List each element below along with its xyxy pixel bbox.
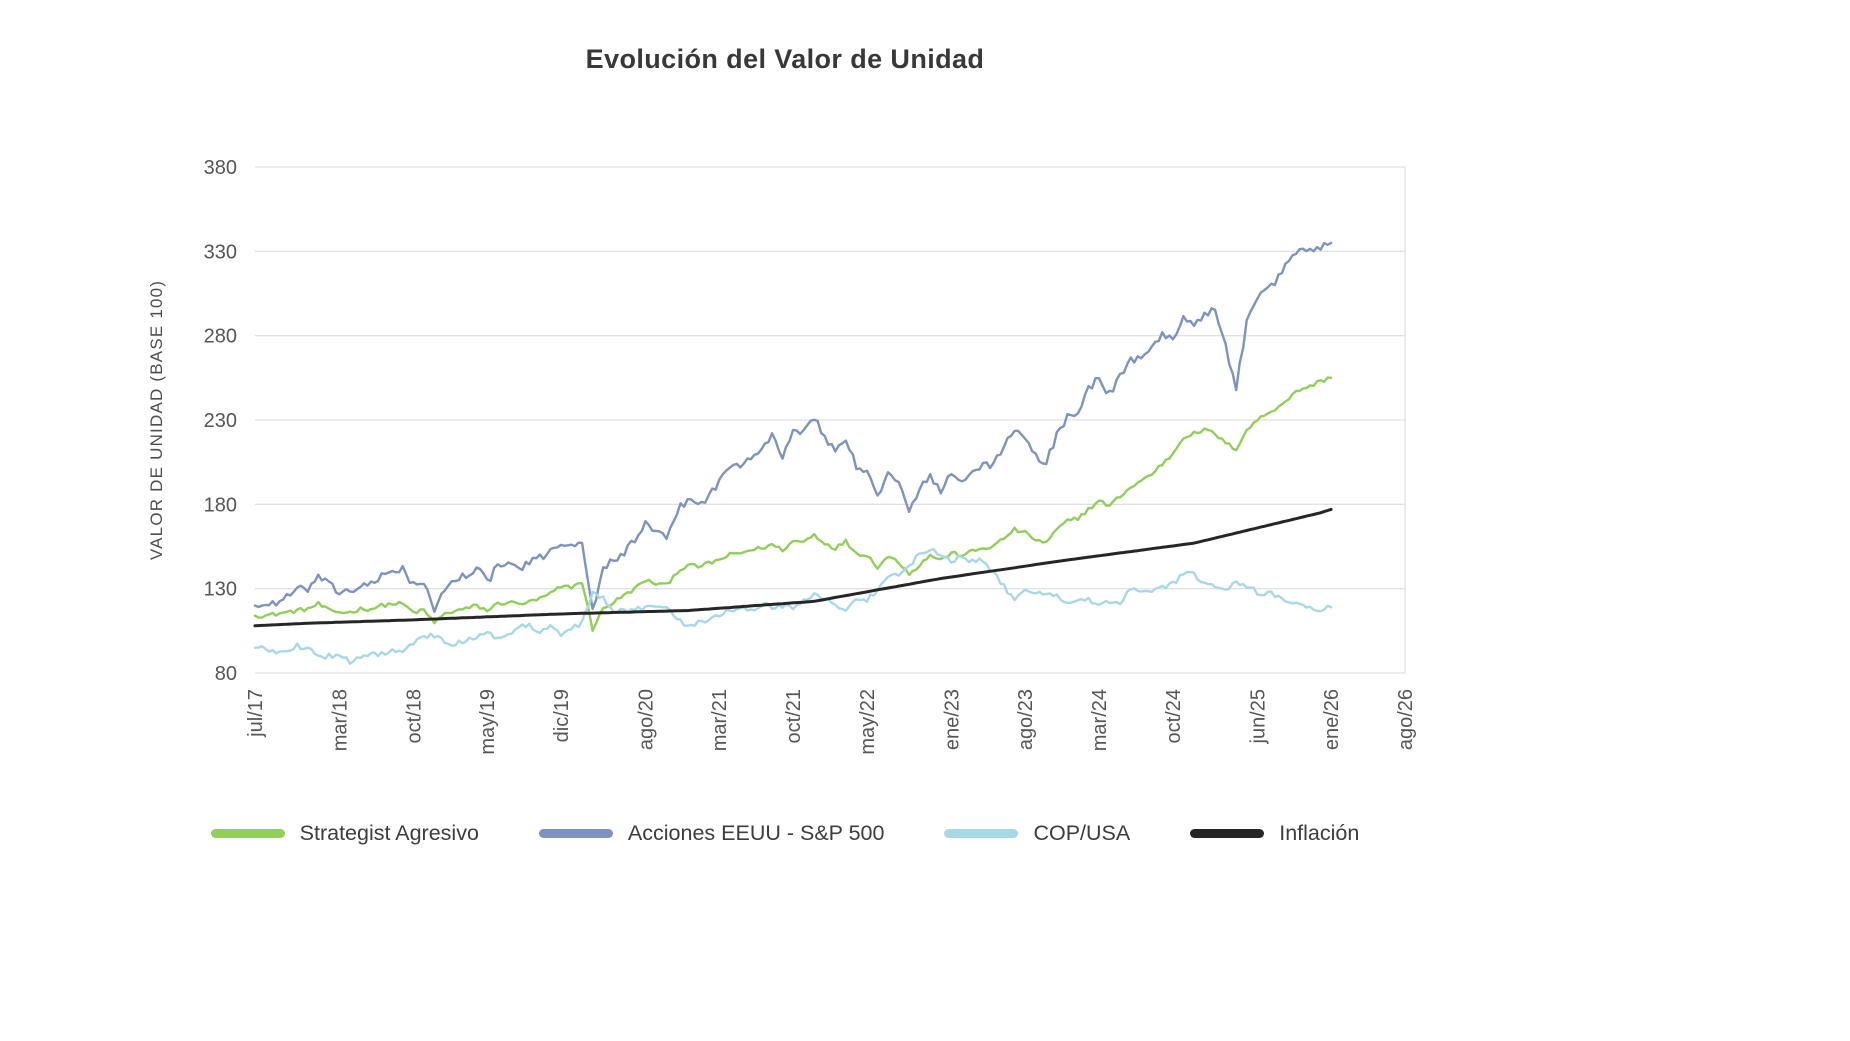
y-tick-label: 180 — [204, 494, 237, 516]
legend-label: Inflación — [1279, 821, 1360, 845]
line-chart: 80 130 180 230 280 330 380 jul/17 mar/18 oct/18 ma… — [147, 157, 1417, 755]
x-tick-label: jul/17 — [245, 689, 267, 738]
y-tick-label: 80 — [215, 663, 237, 685]
x-tick-label: jun/25 — [1247, 689, 1269, 745]
legend-item-strategist-agresivo: Strategist Agresivo — [210, 821, 479, 846]
y-tick-label: 130 — [204, 579, 237, 601]
legend-swatch-green — [210, 829, 285, 838]
x-tick-label: ago/23 — [1015, 689, 1037, 750]
x-tick-label: mar/18 — [329, 689, 351, 751]
y-tick-label: 330 — [204, 241, 237, 263]
legend-label: COP/USA — [1033, 821, 1131, 845]
x-tick-label: oct/21 — [783, 689, 805, 743]
x-tick-label: dic/19 — [551, 689, 573, 742]
y-tick-label: 380 — [204, 157, 237, 179]
legend-swatch-cyan — [944, 829, 1019, 838]
x-tick-label: oct/24 — [1163, 689, 1185, 743]
y-axis-title: VALOR DE UNIDAD (BASE 100) — [147, 280, 166, 560]
chart-container: Evolución del Valor de Unidad 80 130 180 23… — [0, 44, 1570, 846]
x-tick-label: ene/26 — [1321, 689, 1343, 750]
x-tick-label: ene/23 — [941, 689, 963, 750]
legend-item-cop-usa: COP/USA — [944, 821, 1130, 846]
series-line-inflaci-n — [253, 507, 1333, 628]
y-tick-label: 230 — [204, 410, 237, 432]
x-tick-label: may/19 — [477, 689, 499, 755]
series-line-strategist-agresivo — [253, 376, 1333, 632]
x-tick-label: ago/26 — [1395, 689, 1417, 750]
legend-label: Acciones EEUU - S&P 500 — [627, 821, 885, 845]
x-tick-label: oct/18 — [403, 689, 425, 743]
legend-label: Strategist Agresivo — [299, 821, 479, 845]
series-line-cop-usa — [253, 547, 1333, 665]
series-line-acciones-eeuu-s-p-500 — [253, 241, 1333, 613]
legend: Strategist Agresivo Acciones EEUU - S&P … — [0, 821, 1570, 846]
legend-item-inflacion: Inflación — [1190, 821, 1359, 846]
x-tick-label: mar/21 — [709, 689, 731, 751]
y-tick-label: 280 — [204, 326, 237, 348]
legend-swatch-black — [1190, 829, 1265, 838]
legend-swatch-blue — [538, 829, 613, 838]
chart-title: Evolución del Valor de Unidad — [585, 44, 985, 74]
legend-item-acciones-eeuu-sp500: Acciones EEUU - S&P 500 — [538, 821, 885, 846]
x-tick-label: may/22 — [857, 689, 879, 755]
x-tick-label: ago/20 — [635, 689, 657, 750]
x-tick-label: mar/24 — [1089, 689, 1111, 751]
